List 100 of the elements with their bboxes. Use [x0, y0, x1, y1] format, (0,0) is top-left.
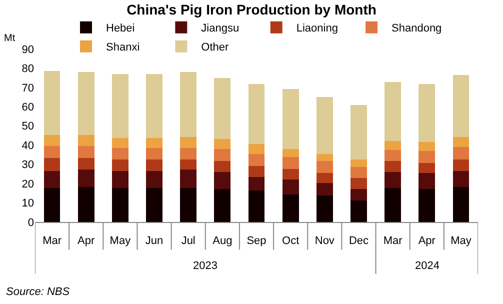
- bar: [452, 186, 470, 222]
- bar: [112, 160, 128, 171]
- bar: [248, 176, 265, 191]
- bar: [248, 84, 265, 144]
- bar: [44, 134, 60, 146]
- bar: [452, 136, 470, 147]
- bar: [384, 172, 401, 188]
- bar: [248, 190, 265, 222]
- y-tick-label: 80: [22, 63, 34, 76]
- x-tick-label: May: [110, 235, 132, 248]
- bar: [282, 148, 299, 157]
- bar: [418, 172, 436, 189]
- bar: [180, 170, 197, 188]
- bar: [316, 172, 333, 183]
- y-tick-label: 90: [22, 44, 34, 56]
- x-tick-label: Aug: [212, 235, 232, 248]
- x-tick-label: Jul: [181, 235, 196, 248]
- bar: [418, 84, 436, 142]
- bar: [384, 150, 401, 161]
- bar: [350, 166, 367, 178]
- bar: [350, 160, 367, 167]
- y-tick-label: 30: [22, 159, 34, 172]
- bar: [44, 170, 60, 188]
- bar: [452, 146, 470, 160]
- legend-label: Other: [201, 42, 230, 54]
- text: 2023: [193, 260, 218, 272]
- legend-label: Jiangsu: [201, 22, 240, 35]
- x-tick-label: Nov: [314, 235, 335, 248]
- bar: [112, 170, 128, 188]
- bar: [78, 186, 94, 222]
- bar: [146, 188, 162, 222]
- bar: [418, 188, 436, 222]
- legend-label: Liaoning: [296, 22, 338, 35]
- bar: [316, 160, 333, 173]
- bar: [248, 166, 265, 177]
- y-tick-label: 40: [22, 140, 34, 152]
- bar: [248, 144, 265, 154]
- bar: [78, 158, 94, 170]
- bar: [214, 78, 231, 139]
- bar: [78, 170, 94, 187]
- y-axis-title: Mt: [4, 33, 16, 44]
- bar: [214, 172, 231, 189]
- bar: [44, 188, 60, 222]
- bar: [44, 146, 60, 158]
- legend-label: Shanxi: [106, 42, 140, 54]
- bar: [146, 170, 162, 188]
- bar: [384, 160, 401, 172]
- bar: [214, 188, 231, 222]
- bar: [112, 148, 128, 160]
- x-tick-label: Sep: [246, 235, 266, 248]
- x-tick-label: May: [450, 235, 472, 248]
- bar: [214, 148, 231, 161]
- bar: [112, 74, 128, 138]
- bar: [282, 156, 299, 169]
- bar: [248, 154, 265, 166]
- bar: [452, 74, 470, 137]
- bar: [112, 138, 128, 148]
- bar: [146, 160, 162, 171]
- bar: [282, 194, 299, 222]
- bar: [180, 148, 197, 160]
- bar: [418, 150, 436, 163]
- bar: [384, 188, 401, 222]
- bar: [350, 178, 367, 189]
- bar: [418, 162, 436, 173]
- x-tick-label: Apr: [418, 235, 436, 248]
- y-tick-label: 0: [28, 216, 34, 229]
- bar: [44, 158, 60, 171]
- bar: [78, 72, 94, 135]
- bar: [418, 142, 436, 151]
- bar: [44, 71, 60, 135]
- bar: [316, 154, 333, 161]
- x-tick-label: Mar: [42, 235, 62, 248]
- bar: [282, 168, 299, 180]
- bar: [350, 188, 367, 201]
- bar: [78, 146, 94, 158]
- bar: [452, 170, 470, 187]
- y-tick-label: 20: [22, 178, 34, 190]
- bar: [112, 188, 128, 222]
- bar: [316, 196, 333, 222]
- chart-title: China's Pig Iron Production by Month: [126, 1, 376, 18]
- y-tick-label: 60: [22, 102, 34, 114]
- bar: [180, 188, 197, 222]
- bar: [146, 138, 162, 148]
- legend-label: Shandong: [392, 22, 442, 35]
- bar: [350, 104, 367, 160]
- bar: [78, 134, 94, 146]
- bar: [180, 160, 197, 170]
- y-tick-label: 50: [22, 120, 34, 133]
- bar: [384, 82, 401, 141]
- x-tick-label: Oct: [282, 235, 300, 248]
- bar: [146, 74, 162, 138]
- bar: [282, 180, 299, 195]
- x-tick-label: Dec: [348, 235, 370, 248]
- x-tick-label: Mar: [383, 235, 403, 248]
- bar: [146, 148, 162, 160]
- y-tick-label: 10: [22, 198, 34, 210]
- bar: [316, 182, 333, 196]
- bar: [282, 88, 299, 149]
- bar: [180, 72, 197, 137]
- bar: [350, 200, 367, 222]
